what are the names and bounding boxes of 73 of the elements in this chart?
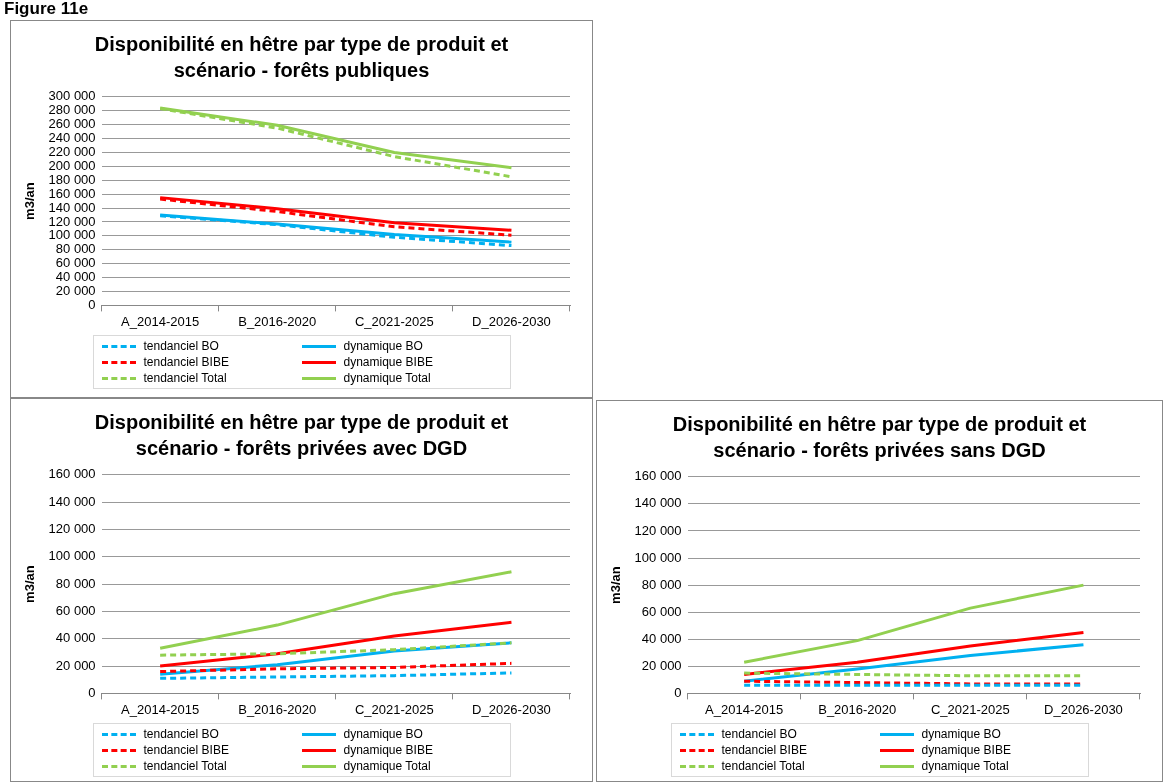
legend-label: tendanciel Total	[143, 759, 227, 773]
y-tick-label: 80 000	[55, 575, 96, 591]
y-tick-label: 120 000	[48, 521, 96, 537]
legend-label: dynamique BIBE	[343, 743, 433, 757]
y-axis-title: m3/an	[22, 182, 38, 220]
legend-label: dynamique Total	[343, 371, 431, 385]
y-tick-label: 80 000	[641, 576, 682, 592]
legend-label: dynamique BIBE	[343, 355, 433, 369]
y-tick-label: 20 000	[641, 657, 682, 673]
y-tick-label: 220 000	[48, 144, 96, 159]
y-tick-label: 60 000	[55, 603, 96, 618]
y-tick-label: 140 000	[48, 199, 96, 215]
legend-label: dynamique Total	[921, 759, 1009, 773]
y-tick-label: 160 000	[634, 468, 682, 484]
y-tick-label: 240 000	[48, 130, 96, 146]
caption: Figure 11e	[4, 0, 89, 18]
y-tick-label: 140 000	[634, 495, 682, 511]
x-tick-label: A_2014-2015	[121, 701, 200, 717]
y-tick-label: 180 000	[48, 171, 96, 187]
line-series	[158, 641, 513, 657]
legend-label: dynamique BO	[343, 339, 423, 353]
legend-label: tendanciel BO	[143, 727, 219, 741]
x-tick-label: D_2026-2030	[472, 701, 551, 717]
chart-title: Disponibilité en hêtre par type de produit et scénario - forêts privées avec DGD	[93, 410, 510, 461]
legend-label: tendanciel BO	[721, 727, 797, 741]
y-tick-label: 160 000	[48, 466, 96, 482]
y-tick-label: 160 000	[48, 185, 96, 201]
chart-title: Disponibilité en hêtre par type de produit et scénario - forêts privées sans DGD	[671, 412, 1088, 463]
y-tick-label: 140 000	[48, 493, 96, 509]
x-tick-label: B_2016-2020	[238, 313, 317, 329]
legend-label: tendanciel BIBE	[143, 355, 229, 369]
x-tick-label: A_2014-2015	[121, 313, 200, 329]
x-tick-label: C_2021-2025	[930, 701, 1010, 717]
y-tick-label: 60 000	[55, 255, 96, 271]
legend-label: tendanciel BIBE	[143, 743, 229, 757]
y-tick-label: 100 000	[634, 549, 682, 565]
y-tick-label: 0	[88, 296, 96, 312]
y-tick-label: 100 000	[48, 227, 96, 243]
y-tick-label: 280 000	[48, 102, 96, 118]
x-tick-label: D_2026-2030	[1044, 701, 1123, 717]
y-tick-label: 0	[88, 684, 96, 700]
x-tick-label: D_2026-2030	[472, 313, 551, 329]
legend-label: tendanciel BIBE	[721, 743, 807, 757]
legend-label: tendanciel Total	[143, 371, 227, 385]
y-tick-label: 80 000	[55, 241, 96, 257]
legend-label: dynamique BO	[921, 727, 1001, 741]
y-tick-label: 20 000	[55, 283, 96, 299]
y-tick-label: 100 000	[48, 548, 96, 564]
x-tick-label: C_2021-2025	[354, 701, 434, 717]
y-tick-label: 200 000	[48, 157, 96, 173]
y-tick-label: 60 000	[641, 603, 682, 619]
legend-label: tendanciel Total	[721, 759, 805, 773]
y-tick-label: 20 000	[55, 657, 96, 673]
line-series	[158, 661, 513, 674]
x-tick-label: B_2016-2020	[818, 701, 897, 717]
x-tick-label: B_2016-2020	[238, 701, 317, 717]
chart-title: Disponibilité en hêtre par type de produit et scénario - forêts publiques	[93, 32, 510, 83]
y-tick-label: 40 000	[641, 630, 682, 646]
legend-label: dynamique Total	[343, 759, 431, 773]
y-tick-label: 40 000	[55, 630, 96, 646]
x-tick-label: C_2021-2025	[354, 313, 434, 329]
legend-label: tendanciel BO	[143, 339, 219, 353]
legend-label: dynamique BO	[343, 727, 423, 741]
y-tick-label: 120 000	[48, 213, 96, 229]
y-axis-title: m3/an	[22, 565, 38, 603]
y-tick-label: 40 000	[55, 269, 96, 285]
legend-label: dynamique BIBE	[921, 743, 1011, 757]
y-tick-label: 120 000	[634, 522, 682, 538]
y-tick-label: 0	[674, 684, 682, 700]
y-tick-label: 300 000	[48, 88, 96, 104]
x-tick-label: A_2014-2015	[705, 701, 784, 717]
y-axis-title: m3/an	[608, 566, 624, 604]
y-tick-label: 260 000	[48, 116, 96, 132]
